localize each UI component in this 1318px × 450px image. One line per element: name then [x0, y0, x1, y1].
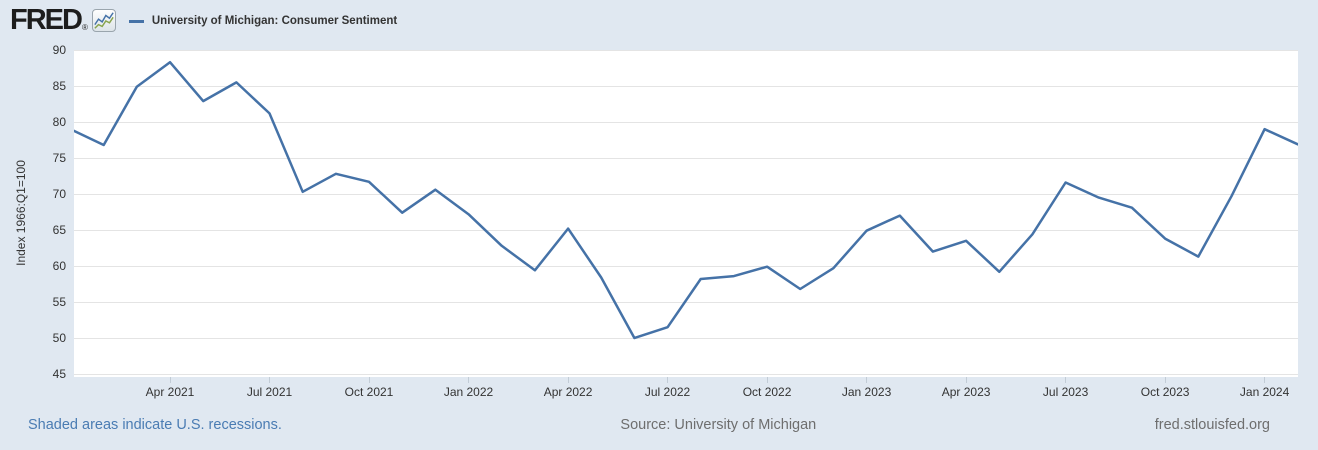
x-tick-label: Oct 2022 [742, 385, 792, 399]
header: FRED ® University of Michigan: Consumer … [10, 5, 397, 35]
y-tick-label: 90 [52, 43, 66, 57]
y-tick-label: 65 [52, 223, 66, 237]
y-tick-label: 60 [52, 259, 66, 273]
x-tick-mark [866, 377, 868, 383]
gridline [74, 266, 1298, 267]
y-tick-label: 80 [52, 115, 66, 129]
x-tick-mark [567, 377, 569, 383]
fred-logo[interactable]: FRED ® [10, 4, 116, 36]
source-text: Source: University of Michigan [620, 417, 817, 433]
x-tick-label: Apr 2021 [145, 385, 195, 399]
gridline [74, 374, 1298, 375]
x-tick-label: Jan 2022 [443, 385, 494, 399]
x-tick-mark [269, 377, 271, 383]
x-tick-label: Apr 2023 [941, 385, 991, 399]
x-tick-mark [169, 377, 171, 383]
x-tick-label: Apr 2022 [543, 385, 593, 399]
footer: Shaded areas indicate U.S. recessions. S… [28, 417, 1270, 433]
gridline [74, 122, 1298, 123]
x-tick-mark [1164, 377, 1166, 383]
x-tick-mark [667, 377, 669, 383]
plot-area[interactable] [74, 50, 1298, 377]
sentiment-line [74, 60, 1298, 340]
x-tick-label: Jul 2023 [1042, 385, 1089, 399]
recessions-note-link[interactable]: Shaded areas indicate U.S. recessions. [28, 417, 282, 433]
x-tick-label: Oct 2023 [1140, 385, 1190, 399]
gridline [74, 230, 1298, 231]
legend-item: University of Michigan: Consumer Sentime… [128, 15, 398, 27]
y-tick-label: 55 [52, 295, 66, 309]
x-tick-label: Jul 2022 [644, 385, 691, 399]
y-tick-label: 70 [52, 187, 66, 201]
fred-logo-text: FRED [10, 4, 83, 36]
y-tick-label: 85 [52, 79, 66, 93]
legend-line-swatch [128, 19, 144, 23]
x-tick-label: Oct 2021 [344, 385, 394, 399]
y-tick-label: 75 [52, 151, 66, 165]
y-tick-label: 45 [52, 367, 66, 381]
x-tick-label: Jul 2021 [246, 385, 293, 399]
gridline [74, 86, 1298, 87]
gridline [74, 158, 1298, 159]
y-tick-label: 50 [52, 331, 66, 345]
x-tick-mark [766, 377, 768, 383]
fred-chart-icon [91, 9, 116, 32]
fred-site-link[interactable]: fred.stlouisfed.org [1154, 417, 1270, 433]
x-tick-label: Jan 2024 [1239, 385, 1290, 399]
registered-mark: ® [81, 23, 88, 32]
gridline [74, 194, 1298, 195]
x-tick-mark [965, 377, 967, 383]
x-tick-mark [368, 377, 370, 383]
y-axis-title: Index 1966:Q1=100 [14, 160, 28, 266]
gridline [74, 50, 1298, 51]
x-tick-mark [1065, 377, 1067, 383]
x-tick-mark [468, 377, 470, 383]
gridline [74, 338, 1298, 339]
x-tick-mark [1264, 377, 1266, 383]
x-tick-label: Jan 2023 [841, 385, 892, 399]
legend-label: University of Michigan: Consumer Sentime… [151, 15, 398, 27]
